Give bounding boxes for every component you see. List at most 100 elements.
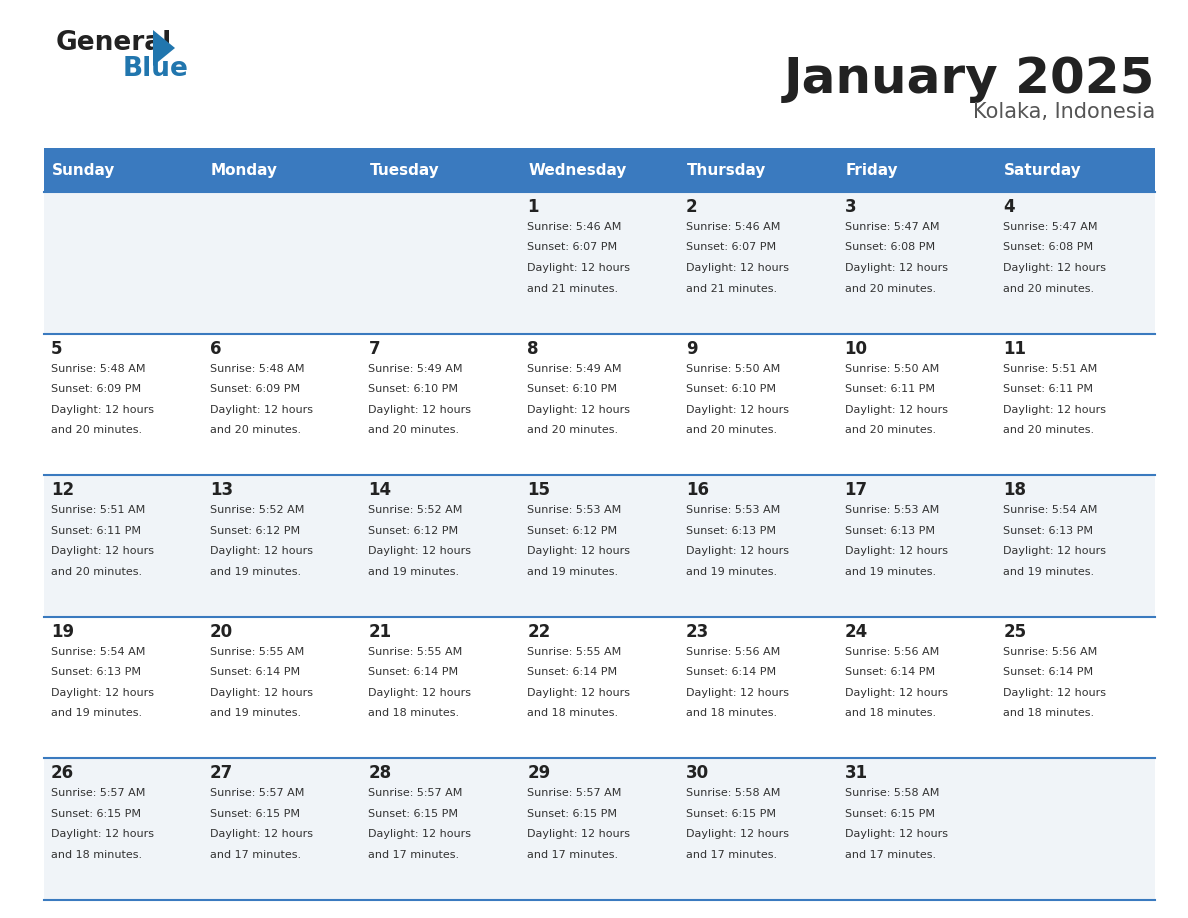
Text: Saturday: Saturday	[1004, 162, 1082, 177]
Text: 3: 3	[845, 198, 857, 216]
Text: 20: 20	[210, 622, 233, 641]
Text: Sunrise: 5:54 AM: Sunrise: 5:54 AM	[1004, 505, 1098, 515]
Text: and 19 minutes.: and 19 minutes.	[210, 566, 301, 577]
Text: Daylight: 12 hours: Daylight: 12 hours	[685, 688, 789, 698]
Text: Sunset: 6:07 PM: Sunset: 6:07 PM	[685, 242, 776, 252]
Text: General: General	[56, 30, 172, 56]
Text: Sunset: 6:14 PM: Sunset: 6:14 PM	[527, 667, 618, 677]
Bar	[361, 333, 520, 476]
Text: Daylight: 12 hours: Daylight: 12 hours	[527, 405, 630, 415]
Text: Sunrise: 5:51 AM: Sunrise: 5:51 AM	[1004, 364, 1098, 374]
Text: and 20 minutes.: and 20 minutes.	[51, 566, 143, 577]
Text: Sunrise: 5:55 AM: Sunrise: 5:55 AM	[368, 647, 462, 656]
Text: 10: 10	[845, 340, 867, 358]
Bar	[997, 192, 1155, 333]
Text: Daylight: 12 hours: Daylight: 12 hours	[1004, 405, 1106, 415]
Text: 16: 16	[685, 481, 709, 499]
Text: Daylight: 12 hours: Daylight: 12 hours	[368, 405, 472, 415]
Text: Sunrise: 5:47 AM: Sunrise: 5:47 AM	[1004, 222, 1098, 232]
Text: 25: 25	[1004, 622, 1026, 641]
Bar	[838, 617, 997, 758]
Text: January 2025: January 2025	[784, 55, 1155, 103]
Bar	[203, 758, 361, 900]
Text: Sunset: 6:15 PM: Sunset: 6:15 PM	[51, 809, 141, 819]
Text: Sunset: 6:13 PM: Sunset: 6:13 PM	[845, 526, 935, 536]
Text: 26: 26	[51, 765, 74, 782]
Text: Sunrise: 5:56 AM: Sunrise: 5:56 AM	[845, 647, 939, 656]
Text: and 19 minutes.: and 19 minutes.	[368, 566, 460, 577]
Text: Sunrise: 5:57 AM: Sunrise: 5:57 AM	[210, 789, 304, 799]
Bar	[361, 476, 520, 617]
Text: Sunrise: 5:54 AM: Sunrise: 5:54 AM	[51, 647, 145, 656]
Text: Sunrise: 5:46 AM: Sunrise: 5:46 AM	[527, 222, 621, 232]
Text: and 19 minutes.: and 19 minutes.	[51, 709, 143, 718]
Text: Sunset: 6:15 PM: Sunset: 6:15 PM	[368, 809, 459, 819]
Text: Daylight: 12 hours: Daylight: 12 hours	[527, 829, 630, 839]
Text: Daylight: 12 hours: Daylight: 12 hours	[51, 405, 154, 415]
Text: Daylight: 12 hours: Daylight: 12 hours	[51, 546, 154, 556]
Text: and 20 minutes.: and 20 minutes.	[51, 425, 143, 435]
Text: Sunday: Sunday	[52, 162, 115, 177]
Text: Sunset: 6:15 PM: Sunset: 6:15 PM	[685, 809, 776, 819]
Text: and 18 minutes.: and 18 minutes.	[1004, 709, 1094, 718]
Text: Sunset: 6:13 PM: Sunset: 6:13 PM	[685, 526, 776, 536]
Text: and 17 minutes.: and 17 minutes.	[685, 850, 777, 860]
Bar	[203, 148, 361, 192]
Text: Daylight: 12 hours: Daylight: 12 hours	[368, 546, 472, 556]
Text: 31: 31	[845, 765, 867, 782]
Text: 2: 2	[685, 198, 697, 216]
Text: 24: 24	[845, 622, 867, 641]
Text: and 18 minutes.: and 18 minutes.	[845, 709, 936, 718]
Text: Sunset: 6:11 PM: Sunset: 6:11 PM	[51, 526, 141, 536]
Text: and 17 minutes.: and 17 minutes.	[368, 850, 460, 860]
Bar	[203, 192, 361, 333]
Text: and 20 minutes.: and 20 minutes.	[1004, 425, 1094, 435]
Text: Daylight: 12 hours: Daylight: 12 hours	[685, 263, 789, 273]
Text: Thursday: Thursday	[687, 162, 766, 177]
Bar	[44, 333, 203, 476]
Text: and 18 minutes.: and 18 minutes.	[527, 709, 618, 718]
Bar	[678, 476, 838, 617]
Text: Sunrise: 5:47 AM: Sunrise: 5:47 AM	[845, 222, 939, 232]
Bar	[838, 148, 997, 192]
Text: Sunset: 6:07 PM: Sunset: 6:07 PM	[527, 242, 618, 252]
Text: Monday: Monday	[210, 162, 278, 177]
Text: Sunset: 6:14 PM: Sunset: 6:14 PM	[368, 667, 459, 677]
Text: Daylight: 12 hours: Daylight: 12 hours	[685, 546, 789, 556]
Text: and 20 minutes.: and 20 minutes.	[845, 284, 936, 294]
Text: Sunset: 6:13 PM: Sunset: 6:13 PM	[51, 667, 141, 677]
Text: Sunrise: 5:57 AM: Sunrise: 5:57 AM	[527, 789, 621, 799]
Text: 17: 17	[845, 481, 867, 499]
Bar	[203, 476, 361, 617]
Text: Sunrise: 5:52 AM: Sunrise: 5:52 AM	[210, 505, 304, 515]
Text: Sunrise: 5:53 AM: Sunrise: 5:53 AM	[685, 505, 781, 515]
Bar	[678, 148, 838, 192]
Bar	[44, 758, 203, 900]
Text: 14: 14	[368, 481, 392, 499]
Text: 7: 7	[368, 340, 380, 358]
Text: Friday: Friday	[846, 162, 898, 177]
Text: Daylight: 12 hours: Daylight: 12 hours	[845, 405, 948, 415]
Text: Sunset: 6:12 PM: Sunset: 6:12 PM	[527, 526, 618, 536]
Text: Sunset: 6:15 PM: Sunset: 6:15 PM	[845, 809, 935, 819]
Text: 22: 22	[527, 622, 550, 641]
Text: and 17 minutes.: and 17 minutes.	[527, 850, 618, 860]
Text: 15: 15	[527, 481, 550, 499]
Bar	[361, 192, 520, 333]
Text: Daylight: 12 hours: Daylight: 12 hours	[1004, 688, 1106, 698]
Text: Sunrise: 5:52 AM: Sunrise: 5:52 AM	[368, 505, 463, 515]
Bar	[203, 617, 361, 758]
Text: Sunrise: 5:58 AM: Sunrise: 5:58 AM	[845, 789, 939, 799]
Text: 9: 9	[685, 340, 697, 358]
Bar	[520, 148, 678, 192]
Text: Daylight: 12 hours: Daylight: 12 hours	[51, 829, 154, 839]
Text: Daylight: 12 hours: Daylight: 12 hours	[1004, 546, 1106, 556]
Text: 30: 30	[685, 765, 709, 782]
Text: and 17 minutes.: and 17 minutes.	[210, 850, 301, 860]
Bar	[361, 758, 520, 900]
Text: 19: 19	[51, 622, 74, 641]
Text: Sunrise: 5:56 AM: Sunrise: 5:56 AM	[1004, 647, 1098, 656]
Text: Daylight: 12 hours: Daylight: 12 hours	[845, 546, 948, 556]
Text: Sunset: 6:08 PM: Sunset: 6:08 PM	[1004, 242, 1093, 252]
Text: Sunrise: 5:53 AM: Sunrise: 5:53 AM	[527, 505, 621, 515]
